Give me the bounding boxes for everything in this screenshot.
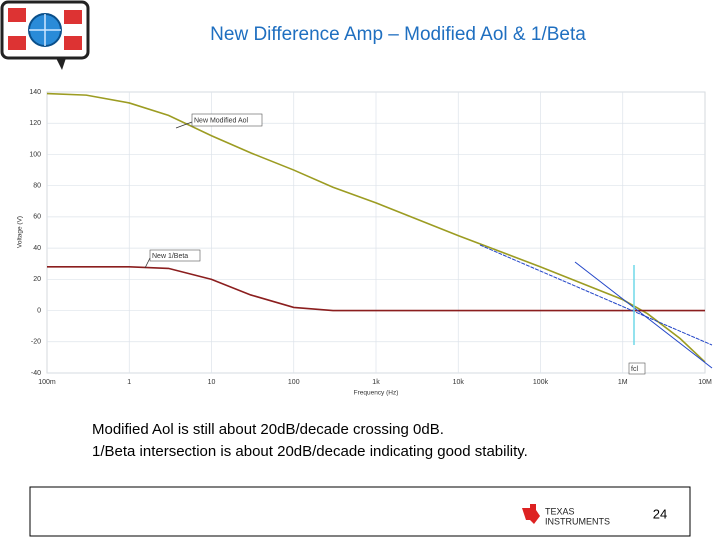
y-tick-label: 20 <box>33 276 41 283</box>
x-tick-label: 1M <box>618 379 628 386</box>
series-line <box>46 92 706 363</box>
tangent-line <box>479 244 713 346</box>
annotation: New 1/Beta <box>152 253 188 260</box>
annotation: fcl <box>631 366 638 373</box>
x-tick-label: 10k <box>453 379 465 386</box>
x-tick-label: 10 <box>208 379 216 386</box>
ti-logo <box>522 504 540 524</box>
series-line <box>47 266 705 312</box>
annotation: New Modified Aol <box>194 117 249 124</box>
note: 1/Beta intersection is about 20dB/decade… <box>92 443 528 460</box>
y-tick-label: 140 <box>29 89 41 96</box>
annotation-box <box>191 113 263 127</box>
logo-icon <box>0 0 90 70</box>
chart-title: New Difference Amp – Modified Aol & 1/Be… <box>210 24 586 45</box>
y-axis-label: Voltage (V) <box>17 216 24 248</box>
x-tick-label: 1 <box>127 379 131 386</box>
note: Modified Aol is still about 20dB/decade … <box>92 421 444 438</box>
logo-text: INSTRUMENTS <box>545 516 610 526</box>
footer-box <box>29 486 691 537</box>
page-number: 24 <box>653 506 667 521</box>
tangent-line <box>574 261 713 369</box>
y-tick-label: 40 <box>33 245 41 252</box>
x-axis-label: Frequency (Hz) <box>354 390 399 397</box>
y-tick-label: 100 <box>29 151 41 158</box>
plot-area: 140 120 100 80 60 40 20 0 -20 -40 100m 1 10 100 1k 10k 1… <box>29 89 712 386</box>
annotation-box <box>149 249 201 262</box>
y-tick-label: 60 <box>33 214 41 221</box>
x-tick-label: 1k <box>372 379 380 386</box>
x-tick-label: 10M <box>698 379 712 386</box>
annotation-arrow <box>175 121 193 129</box>
x-tick-label: 100 <box>288 379 300 386</box>
annotation-arrow <box>144 257 151 269</box>
x-tick-label: 100m <box>38 379 56 386</box>
x-tick-label: 100k <box>533 379 549 386</box>
y-tick-label: -20 <box>31 339 41 346</box>
y-tick-label: -40 <box>31 370 41 377</box>
y-tick-label: 0 <box>37 307 41 314</box>
annotation-box <box>628 362 646 375</box>
y-tick-label: 80 <box>33 183 41 190</box>
y-tick-label: 120 <box>29 120 41 127</box>
logo-text: TEXAS <box>545 506 575 516</box>
